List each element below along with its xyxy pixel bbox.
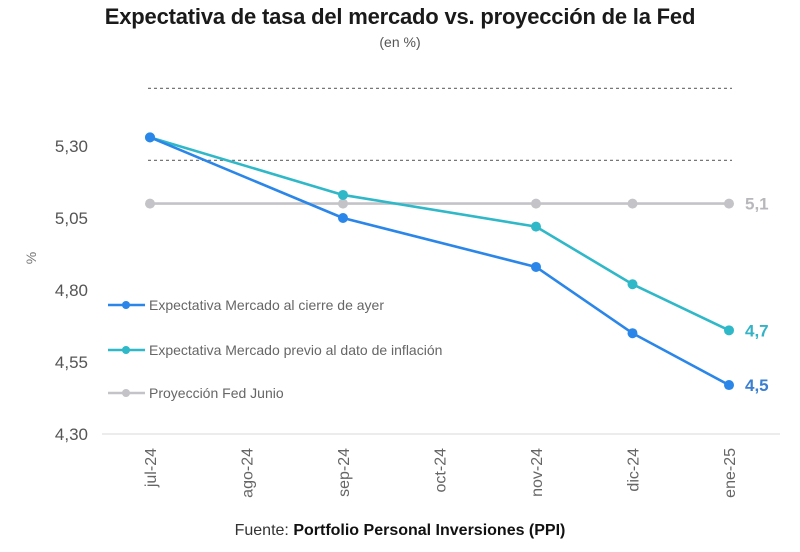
data-point bbox=[627, 328, 638, 339]
y-tick-label: 4,30 bbox=[55, 425, 88, 444]
legend: Expectativa Mercado al cierre de ayer Exp… bbox=[108, 297, 442, 401]
data-point bbox=[531, 261, 541, 272]
y-tick-label: 4,55 bbox=[55, 353, 88, 372]
legend-marker bbox=[122, 301, 130, 309]
data-point bbox=[338, 198, 348, 209]
data-point bbox=[145, 132, 155, 143]
legend-marker bbox=[122, 346, 130, 354]
reference-lines bbox=[148, 87, 732, 162]
data-point bbox=[724, 198, 734, 209]
y-tick-label: 5,05 bbox=[55, 209, 88, 228]
chart-subtitle: (en %) bbox=[379, 34, 421, 50]
data-point bbox=[145, 198, 155, 209]
legend-marker bbox=[122, 389, 130, 397]
series-lines: 5,1 4,7 4,5 bbox=[145, 132, 769, 395]
x-tick-label: oct-24 bbox=[433, 448, 450, 493]
x-tick-label: jul-24 bbox=[143, 448, 160, 488]
end-value-label: 5,1 bbox=[745, 195, 769, 214]
data-point bbox=[724, 325, 734, 336]
legend-label: Expectativa Mercado al cierre de ayer bbox=[149, 297, 384, 313]
y-tick-label: 5,30 bbox=[55, 137, 88, 156]
data-point bbox=[338, 213, 348, 223]
axes: 5,30 5,05 4,80 4,55 4,30% jul-24 ago-24 sep-24 o… bbox=[23, 137, 780, 498]
data-point bbox=[627, 198, 638, 209]
x-tick-label: ago-24 bbox=[240, 448, 257, 498]
legend-label: Proyección Fed Junio bbox=[149, 385, 284, 401]
source-prefix: Fuente: bbox=[234, 522, 294, 539]
y-tick-label: 4,80 bbox=[55, 281, 88, 300]
end-value-label: 4,5 bbox=[745, 376, 769, 395]
data-point bbox=[724, 380, 734, 391]
end-value-label: 4,7 bbox=[745, 321, 769, 340]
x-tick-label: dic-24 bbox=[626, 448, 643, 492]
x-tick-label: ene-25 bbox=[722, 448, 739, 498]
source-note: Fuente: Portfolio Personal Inversiones (… bbox=[0, 522, 800, 540]
x-tick-label: nov-24 bbox=[529, 448, 546, 497]
y-axis-label: % bbox=[23, 252, 39, 264]
x-tick-label: sep-24 bbox=[336, 448, 353, 497]
data-point bbox=[627, 279, 638, 290]
source-name: Portfolio Personal Inversiones (PPI) bbox=[293, 522, 566, 539]
data-point bbox=[338, 189, 348, 200]
legend-label: Expectativa Mercado previo al dato de in… bbox=[149, 342, 442, 358]
data-point bbox=[531, 221, 541, 232]
data-point bbox=[531, 198, 541, 209]
chart-title: Expectativa de tasa del mercado vs. proy… bbox=[104, 4, 696, 29]
